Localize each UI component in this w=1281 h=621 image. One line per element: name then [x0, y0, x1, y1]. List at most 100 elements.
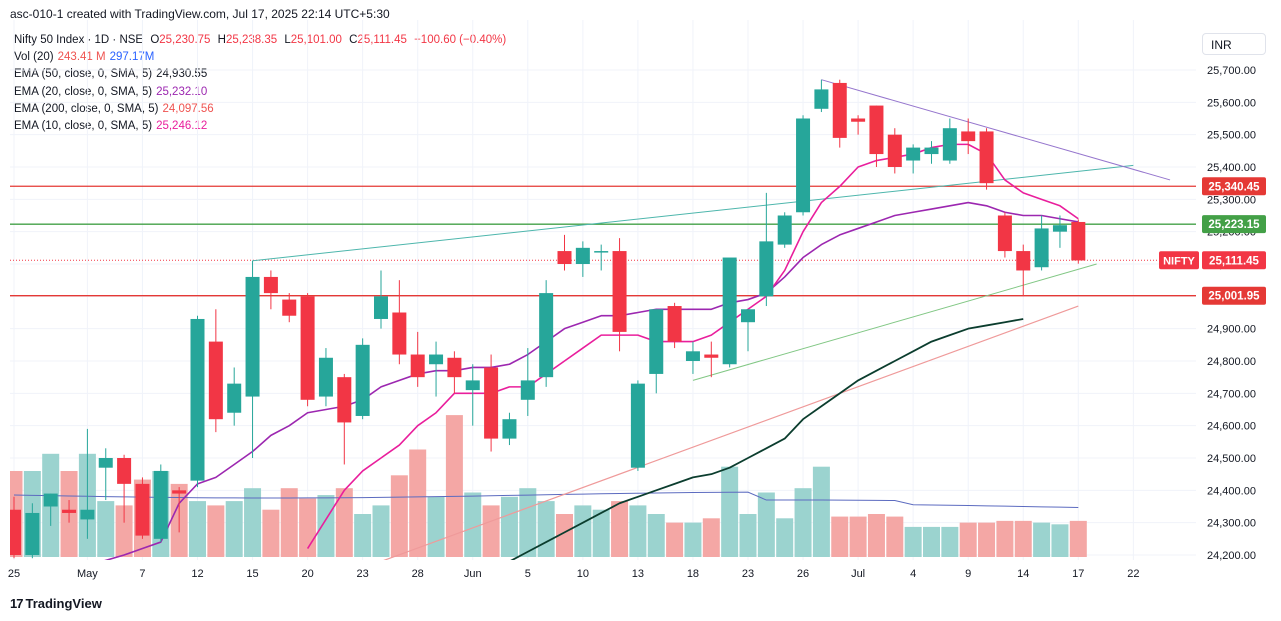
candle — [667, 302, 682, 349]
candle-body — [722, 257, 737, 365]
level-price-tag: 25,001.95 — [1202, 286, 1266, 305]
candle — [814, 79, 829, 113]
x-axis-tick-label: 23 — [742, 568, 754, 580]
trendline — [692, 263, 1097, 381]
candle — [722, 257, 737, 368]
volume-bar — [702, 518, 720, 557]
candle-body — [153, 470, 168, 539]
candle — [741, 309, 755, 352]
volume-bar — [317, 495, 335, 557]
price-tag-label: 25,223.15 — [1208, 219, 1260, 231]
y-axis-tick-label: 24,600.00 — [1207, 421, 1256, 433]
candle-body — [43, 493, 58, 507]
candle-body — [337, 377, 352, 423]
volume-bar — [611, 501, 629, 557]
candle — [502, 412, 517, 446]
legend-indicator-row[interactable]: EMA (50, close, 0, SMA, 5) 24,930.55 — [14, 66, 506, 83]
candle-body — [190, 318, 205, 481]
candle-body — [906, 147, 921, 161]
candle — [135, 477, 150, 539]
candle-body — [318, 357, 333, 397]
candle — [190, 315, 205, 488]
x-axis-tick-label: 25 — [8, 568, 20, 580]
y-axis-tick-label: 25,400.00 — [1207, 162, 1256, 174]
legend-indicator-row[interactable]: Vol (20) 243.41 M 297.17M — [14, 49, 506, 66]
candle-body — [557, 251, 572, 264]
volume-bar — [923, 526, 940, 557]
tradingview-logo[interactable]: 17 TradingView — [10, 596, 102, 611]
x-axis-tick-label: 28 — [412, 568, 424, 580]
indicator-value: 297.17M — [109, 51, 155, 64]
price-tag-box — [1202, 177, 1266, 196]
candle-body — [429, 354, 444, 365]
candle-body — [832, 82, 847, 138]
candle — [1071, 219, 1086, 264]
indicator-label: EMA (20, close, 0, SMA, 5) — [14, 85, 153, 98]
y-axis-tick-label: 24,700.00 — [1207, 388, 1256, 400]
volume-bar — [629, 505, 647, 557]
candle — [1034, 215, 1049, 271]
candle-body — [539, 293, 554, 378]
candle — [630, 380, 645, 471]
candle — [704, 341, 719, 378]
x-axis-tick-label: 10 — [577, 568, 589, 580]
candle — [484, 354, 499, 452]
candle-body — [355, 344, 370, 416]
indicator-label: EMA (50, close, 0, SMA, 5) — [14, 68, 153, 81]
candle — [10, 496, 21, 559]
candle — [43, 493, 58, 526]
candle — [117, 454, 132, 523]
volume-bar — [978, 522, 996, 557]
candle-body — [117, 458, 132, 484]
candle — [337, 373, 352, 465]
candle — [318, 348, 333, 407]
x-axis-tick-label: May — [77, 568, 98, 580]
candle — [429, 341, 444, 397]
price-tag-label: 25,111.45 — [1209, 255, 1259, 267]
legend-indicator-row[interactable]: EMA (10, close, 0, SMA, 5) 25,246.12 — [14, 118, 506, 135]
symbol-tag-label: NIFTY — [1163, 255, 1195, 267]
volume-bar — [280, 488, 298, 557]
candle-body — [410, 354, 425, 378]
y-axis-tick-label: 25,300.00 — [1207, 194, 1256, 206]
candle-body — [1034, 228, 1049, 268]
candle — [942, 118, 957, 164]
candle — [355, 338, 370, 420]
legend-indicator-row[interactable]: EMA (20, close, 0, SMA, 5) 25,232.10 — [14, 84, 506, 101]
volume-bar — [262, 509, 280, 557]
candle — [979, 128, 994, 190]
change-value: −100.60 (−0.40%) — [414, 34, 507, 46]
level-price-tag: 25,340.45 — [1202, 177, 1266, 196]
indicator-value: 24,097.56 — [162, 102, 214, 115]
candle — [374, 270, 388, 329]
candle-body — [520, 380, 535, 400]
candle — [997, 212, 1012, 258]
tradingview-brand: TradingView — [25, 596, 102, 611]
candle — [832, 79, 847, 148]
x-axis-tick-label: 22 — [1127, 568, 1139, 580]
x-axis-tick-label: 9 — [965, 568, 971, 580]
candle — [575, 241, 590, 277]
volume-bar — [390, 475, 408, 557]
x-axis-tick-label: 14 — [1017, 568, 1029, 580]
high-value: 25,238.35 — [225, 34, 278, 46]
volume-bar — [904, 526, 922, 557]
volume-bar — [427, 496, 445, 557]
low-label: L — [284, 34, 291, 46]
symbol-label[interactable]: Nifty 50 Index · 1D · NSE — [14, 34, 144, 46]
candle — [557, 234, 572, 271]
candle-body — [172, 490, 187, 494]
candle — [649, 309, 664, 394]
x-axis-tick-label: 12 — [191, 568, 203, 580]
symbol-tag: NIFTY — [1159, 251, 1199, 270]
chart-caption: asc-010-1 created with TradingView.com, … — [10, 7, 390, 21]
x-axis-tick-label: 7 — [139, 568, 145, 580]
volume-bar — [647, 514, 665, 557]
volume-bar — [537, 501, 555, 557]
volume-bar — [207, 505, 225, 557]
candle-body — [1071, 221, 1086, 261]
currency-selector[interactable]: INR — [1202, 33, 1266, 55]
legend-indicator-row[interactable]: EMA (200, close, 0, SMA, 5) 24,097.56 — [14, 101, 506, 118]
candle — [924, 141, 939, 164]
